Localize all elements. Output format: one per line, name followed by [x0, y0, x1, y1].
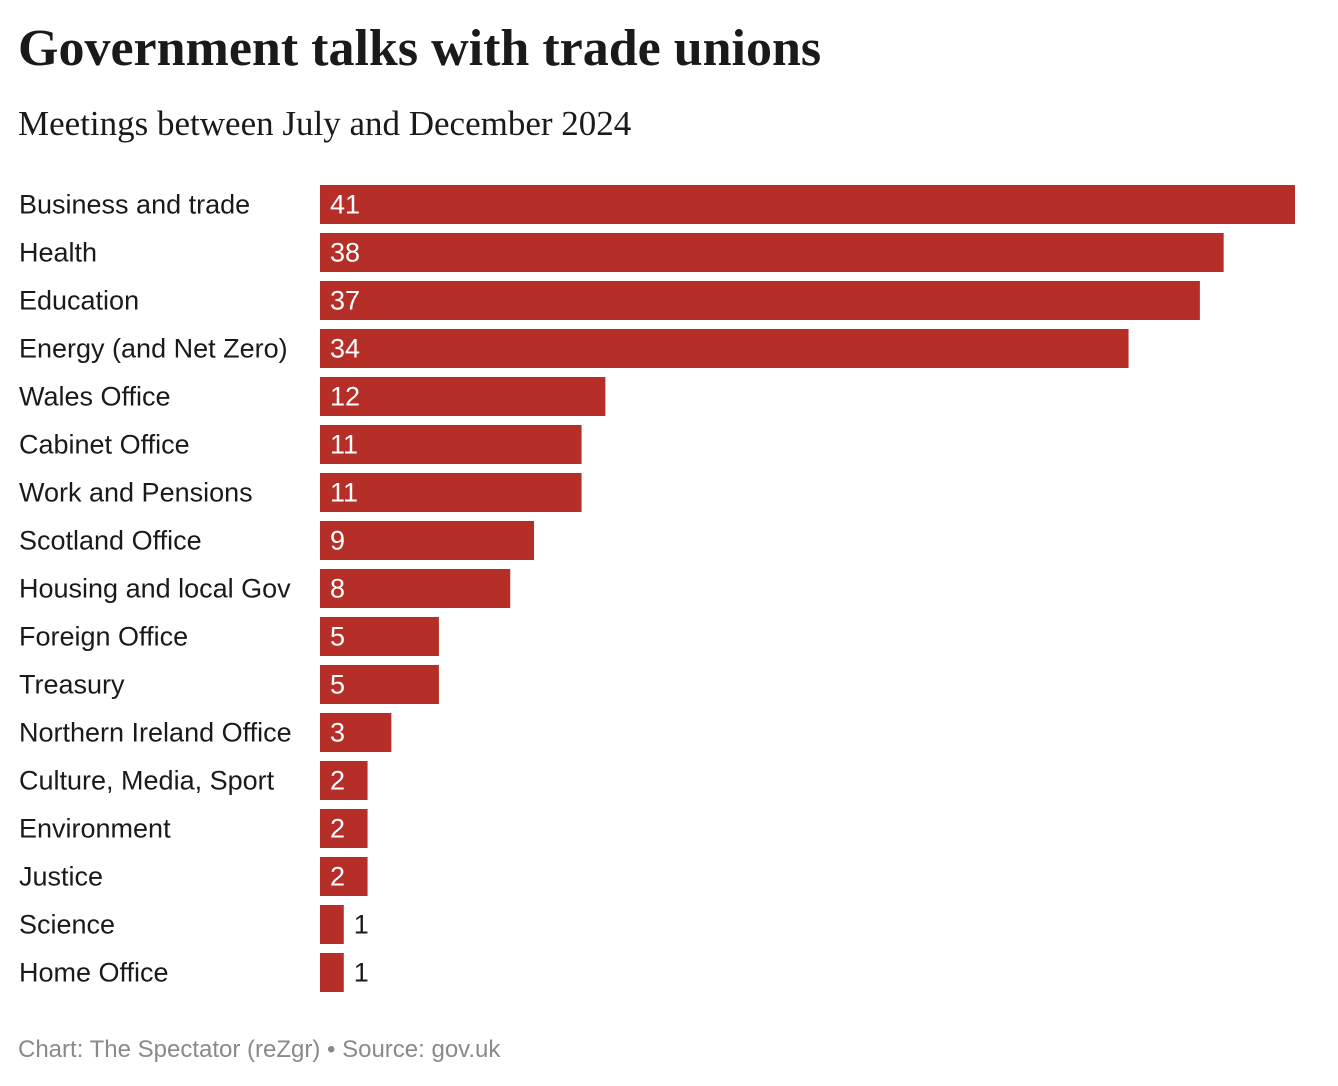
- bar-culture-media-sport: [320, 761, 368, 800]
- data-label: 2: [330, 766, 345, 796]
- bar-row-culture-media-sport: Culture, Media, Sport 2: [19, 761, 368, 800]
- bar-row-treasury: Treasury 5: [19, 665, 439, 704]
- chart-credit: Chart: The Spectator (reZgr): [18, 1036, 321, 1063]
- chart-subtitle: Meetings between July and December 2024: [18, 104, 632, 143]
- bar-scotland-office: [320, 521, 535, 560]
- category-label: Wales Office: [19, 382, 171, 412]
- bar-row-home-office: Home Office 1: [19, 953, 369, 992]
- category-label: Environment: [19, 814, 171, 844]
- data-label: 11: [330, 478, 358, 508]
- bar-education: [320, 281, 1200, 320]
- bar-health: [320, 233, 1224, 272]
- bar-row-science: Science 1: [19, 905, 369, 944]
- category-label: Science: [19, 910, 115, 940]
- data-label: 1: [354, 958, 369, 988]
- category-label: Home Office: [19, 958, 169, 988]
- category-label: Work and Pensions: [19, 478, 253, 508]
- data-label: 2: [330, 862, 345, 892]
- bar-row-northern-ireland-office: Northern Ireland Office 3: [19, 713, 392, 752]
- data-label: 37: [330, 286, 360, 316]
- category-label: Northern Ireland Office: [19, 718, 292, 748]
- bar-justice: [320, 857, 368, 896]
- bar-cabinet-office: [320, 425, 582, 464]
- footer-separator: •: [327, 1036, 336, 1063]
- data-label: 34: [330, 334, 360, 364]
- category-label: Business and trade: [19, 190, 250, 220]
- bar-row-justice: Justice 2: [19, 857, 368, 896]
- bar-treasury: [320, 665, 439, 704]
- category-label: Scotland Office: [19, 526, 202, 556]
- category-label: Culture, Media, Sport: [19, 766, 275, 796]
- data-label: 5: [330, 622, 345, 652]
- category-label: Housing and local Gov: [19, 574, 291, 604]
- category-label: Education: [19, 286, 139, 316]
- data-label: 12: [330, 382, 360, 412]
- data-label: 38: [330, 238, 360, 268]
- category-label: Justice: [19, 862, 103, 892]
- bar-row-environment: Environment 2: [19, 809, 368, 848]
- bar-row-scotland-office: Scotland Office 9: [19, 521, 535, 560]
- bar-row-energy-and-net-zero: Energy (and Net Zero) 34: [19, 329, 1129, 368]
- bar-home-office: [320, 953, 344, 992]
- chart-footer: Chart: The Spectator (reZgr) • Source: g…: [18, 1034, 500, 1066]
- bar-science: [320, 905, 344, 944]
- data-label: 1: [354, 910, 369, 940]
- data-label: 41: [330, 190, 360, 220]
- bar-row-work-and-pensions: Work and Pensions 11: [19, 473, 582, 512]
- bar-row-wales-office: Wales Office 12: [19, 377, 606, 416]
- category-label: Foreign Office: [19, 622, 188, 652]
- bar-foreign-office: [320, 617, 439, 656]
- bar-business-and-trade: [320, 185, 1295, 224]
- bar-environment: [320, 809, 368, 848]
- bar-row-health: Health 38: [19, 233, 1224, 272]
- bar-wales-office: [320, 377, 606, 416]
- category-label: Treasury: [19, 670, 125, 700]
- bar-row-housing-and-local-gov: Housing and local Gov 8: [19, 569, 511, 608]
- chart-title: Government talks with trade unions: [18, 20, 822, 77]
- data-label: 2: [330, 814, 345, 844]
- data-label: 9: [330, 526, 345, 556]
- bar-work-and-pensions: [320, 473, 582, 512]
- data-label: 11: [330, 430, 358, 460]
- bar-housing-and-local-gov: [320, 569, 511, 608]
- chart-source: Source: gov.uk: [342, 1036, 501, 1063]
- data-label: 8: [330, 574, 345, 604]
- bar-row-business-and-trade: Business and trade 41: [19, 185, 1295, 224]
- bar-row-cabinet-office: Cabinet Office 11: [19, 425, 582, 464]
- category-label: Energy (and Net Zero): [19, 334, 288, 364]
- bar-row-foreign-office: Foreign Office 5: [19, 617, 439, 656]
- bar-row-education: Education 37: [19, 281, 1200, 320]
- category-label: Health: [19, 238, 97, 268]
- data-label: 5: [330, 670, 345, 700]
- data-label: 3: [330, 718, 345, 748]
- bar-energy-and-net-zero: [320, 329, 1129, 368]
- category-label: Cabinet Office: [19, 430, 190, 460]
- bar-northern-ireland-office: [320, 713, 392, 752]
